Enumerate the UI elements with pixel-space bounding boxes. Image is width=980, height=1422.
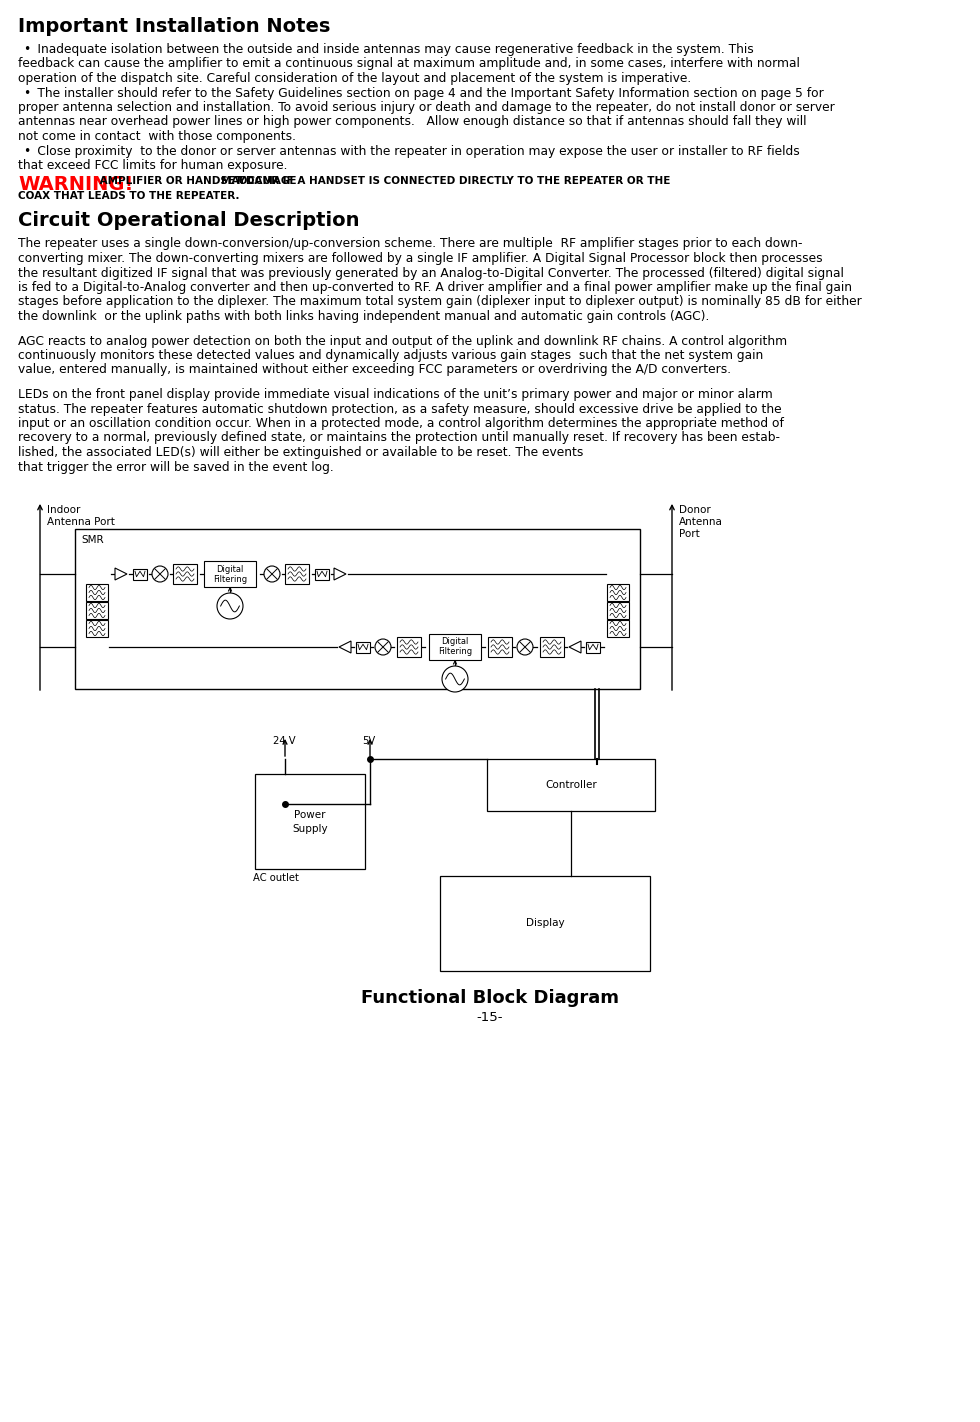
Bar bbox=[204, 562, 256, 587]
Text: The installer should refer to the Safety Guidelines section on page 4 and the Im: The installer should refer to the Safety… bbox=[18, 87, 824, 100]
Bar bbox=[86, 602, 108, 619]
Text: AMPLIFIER OR HANDSET DAMAGE: AMPLIFIER OR HANDSET DAMAGE bbox=[96, 175, 300, 185]
Circle shape bbox=[152, 566, 168, 582]
Text: Close proximity  to the donor or server antennas with the repeater in operation : Close proximity to the donor or server a… bbox=[18, 145, 800, 158]
Bar bbox=[255, 774, 365, 869]
Text: input or an oscillation condition occur. When in a protected mode, a control alg: input or an oscillation condition occur.… bbox=[18, 417, 784, 429]
Text: the resultant digitized IF signal that was previously generated by an Analog-to-: the resultant digitized IF signal that w… bbox=[18, 266, 844, 280]
Text: Display: Display bbox=[525, 919, 564, 929]
Text: is fed to a Digital-to-Analog converter and then up-converted to RF. A driver am: is fed to a Digital-to-Analog converter … bbox=[18, 282, 852, 294]
Bar bbox=[285, 565, 309, 584]
Text: •: • bbox=[23, 87, 30, 100]
Text: Port: Port bbox=[679, 529, 700, 539]
Text: not come in contact  with those components.: not come in contact with those component… bbox=[18, 129, 296, 144]
Bar bbox=[586, 641, 600, 653]
Polygon shape bbox=[115, 567, 127, 580]
Bar bbox=[440, 876, 650, 971]
Text: AGC reacts to analog power detection on both the input and output of the uplink : AGC reacts to analog power detection on … bbox=[18, 334, 787, 347]
Text: lished, the associated LED(s) will either be extinguished or available to be res: lished, the associated LED(s) will eithe… bbox=[18, 447, 583, 459]
Text: Donor: Donor bbox=[679, 505, 710, 515]
Polygon shape bbox=[339, 641, 351, 653]
Text: -15-: -15- bbox=[476, 1011, 504, 1024]
Text: Filtering: Filtering bbox=[438, 647, 472, 657]
Text: recovery to a normal, previously defined state, or maintains the protection unti: recovery to a normal, previously defined… bbox=[18, 431, 780, 445]
Text: The repeater uses a single down-conversion/up-conversion scheme. There are multi: The repeater uses a single down-conversi… bbox=[18, 237, 803, 250]
Bar bbox=[607, 620, 629, 637]
Text: •: • bbox=[23, 145, 30, 158]
Bar bbox=[356, 641, 370, 653]
Text: Supply: Supply bbox=[292, 823, 328, 833]
Circle shape bbox=[442, 665, 468, 693]
Bar bbox=[607, 602, 629, 619]
Text: Inadequate isolation between the outside and inside antennas may cause regenerat: Inadequate isolation between the outside… bbox=[18, 43, 754, 55]
Text: that trigger the error will be saved in the event log.: that trigger the error will be saved in … bbox=[18, 461, 334, 474]
Text: 5V: 5V bbox=[362, 737, 375, 747]
Circle shape bbox=[375, 638, 391, 656]
Bar bbox=[86, 620, 108, 637]
Text: Antenna Port: Antenna Port bbox=[47, 518, 115, 528]
Text: the downlink  or the uplink paths with both links having independent manual and : the downlink or the uplink paths with bo… bbox=[18, 310, 710, 323]
Circle shape bbox=[217, 593, 243, 619]
Bar bbox=[607, 584, 629, 602]
Bar bbox=[315, 569, 329, 580]
Text: Circuit Operational Description: Circuit Operational Description bbox=[18, 212, 360, 230]
Text: •: • bbox=[23, 43, 30, 55]
Text: Functional Block Diagram: Functional Block Diagram bbox=[361, 988, 619, 1007]
Text: Digital: Digital bbox=[441, 637, 468, 647]
Bar bbox=[429, 634, 481, 660]
Text: MAY: MAY bbox=[220, 175, 245, 185]
Circle shape bbox=[517, 638, 533, 656]
Text: that exceed FCC limits for human exposure.: that exceed FCC limits for human exposur… bbox=[18, 159, 287, 172]
Bar bbox=[540, 637, 564, 657]
Text: operation of the dispatch site. Careful consideration of the layout and placemen: operation of the dispatch site. Careful … bbox=[18, 73, 691, 85]
Text: Controller: Controller bbox=[545, 781, 597, 791]
Text: converting mixer. The down-converting mixers are followed by a single IF amplifi: converting mixer. The down-converting mi… bbox=[18, 252, 822, 264]
Text: status. The repeater features automatic shutdown protection, as a safety measure: status. The repeater features automatic … bbox=[18, 402, 782, 415]
Text: COAX THAT LEADS TO THE REPEATER.: COAX THAT LEADS TO THE REPEATER. bbox=[18, 191, 239, 201]
Polygon shape bbox=[334, 567, 346, 580]
Text: WARNING!: WARNING! bbox=[18, 175, 133, 195]
Text: Digital: Digital bbox=[217, 565, 244, 573]
Bar bbox=[133, 569, 147, 580]
Text: Power: Power bbox=[294, 809, 325, 819]
Text: antennas near overhead power lines or high power components.   Allow enough dist: antennas near overhead power lines or hi… bbox=[18, 115, 807, 128]
Circle shape bbox=[264, 566, 280, 582]
Text: 24 V: 24 V bbox=[273, 737, 296, 747]
Text: LEDs on the front panel display provide immediate visual indications of the unit: LEDs on the front panel display provide … bbox=[18, 388, 773, 401]
Text: stages before application to the diplexer. The maximum total system gain (diplex: stages before application to the diplexe… bbox=[18, 296, 861, 309]
Bar bbox=[488, 637, 512, 657]
Bar bbox=[397, 637, 421, 657]
Text: Important Installation Notes: Important Installation Notes bbox=[18, 17, 330, 36]
Bar bbox=[75, 529, 640, 690]
Text: proper antenna selection and installation. To avoid serious injury or death and : proper antenna selection and installatio… bbox=[18, 101, 835, 114]
Bar bbox=[173, 565, 197, 584]
Bar bbox=[86, 584, 108, 602]
Text: value, entered manually, is maintained without either exceeding FCC parameters o: value, entered manually, is maintained w… bbox=[18, 364, 731, 377]
Text: Antenna: Antenna bbox=[679, 518, 723, 528]
Text: AC outlet: AC outlet bbox=[253, 873, 299, 883]
Text: continuously monitors these detected values and dynamically adjusts various gain: continuously monitors these detected val… bbox=[18, 348, 763, 363]
Text: Filtering: Filtering bbox=[213, 574, 247, 583]
Polygon shape bbox=[569, 641, 581, 653]
Text: OCCUR IF A HANDSET IS CONNECTED DIRECTLY TO THE REPEATER OR THE: OCCUR IF A HANDSET IS CONNECTED DIRECTLY… bbox=[235, 175, 670, 185]
Text: SMR: SMR bbox=[81, 535, 104, 545]
Text: feedback can cause the amplifier to emit a continuous signal at maximum amplitud: feedback can cause the amplifier to emit… bbox=[18, 57, 800, 71]
Text: Indoor: Indoor bbox=[47, 505, 80, 515]
Bar bbox=[487, 759, 655, 811]
